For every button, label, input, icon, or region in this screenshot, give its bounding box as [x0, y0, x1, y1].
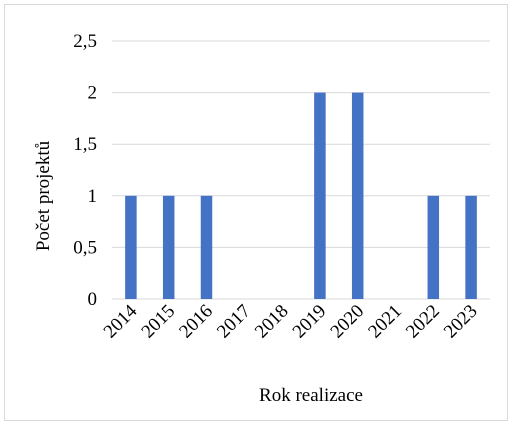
bar-2020 [351, 92, 364, 299]
y-tick-label: 0 [88, 289, 98, 310]
x-tick-label: 2014 [100, 300, 142, 342]
bar-2023 [465, 195, 477, 299]
x-tick-label: 2018 [251, 301, 293, 343]
chart-frame [4, 4, 508, 421]
y-tick-label: 2,5 [73, 31, 97, 52]
bar-2014 [125, 195, 137, 299]
y-tick-label: 0,5 [73, 237, 97, 258]
x-tick-label: 2016 [175, 301, 217, 343]
y-tick-label: 1 [88, 186, 98, 207]
bar-2022 [427, 195, 440, 299]
bars [125, 92, 477, 299]
x-tick-label: 2023 [440, 301, 482, 343]
y-tick-label: 1,5 [73, 134, 97, 155]
x-tick-label: 2015 [138, 301, 180, 343]
y-tick-labels: 0 0,5 1 1,5 2 2,5 [73, 31, 97, 310]
y-tick-label: 2 [88, 83, 98, 104]
y-axis-title: Počet projektů [33, 140, 54, 251]
x-tick-label: 2021 [364, 301, 406, 343]
bar-2019 [314, 92, 326, 299]
bar-2015 [162, 195, 175, 299]
bar-2016 [200, 195, 213, 299]
gridlines [112, 40, 490, 300]
x-axis-title: Rok realizace [259, 385, 363, 406]
x-tick-label: 2017 [213, 301, 255, 343]
x-tick-label: 2022 [402, 301, 444, 343]
x-tick-label: 2019 [289, 301, 331, 343]
x-tick-label: 2020 [327, 301, 369, 343]
